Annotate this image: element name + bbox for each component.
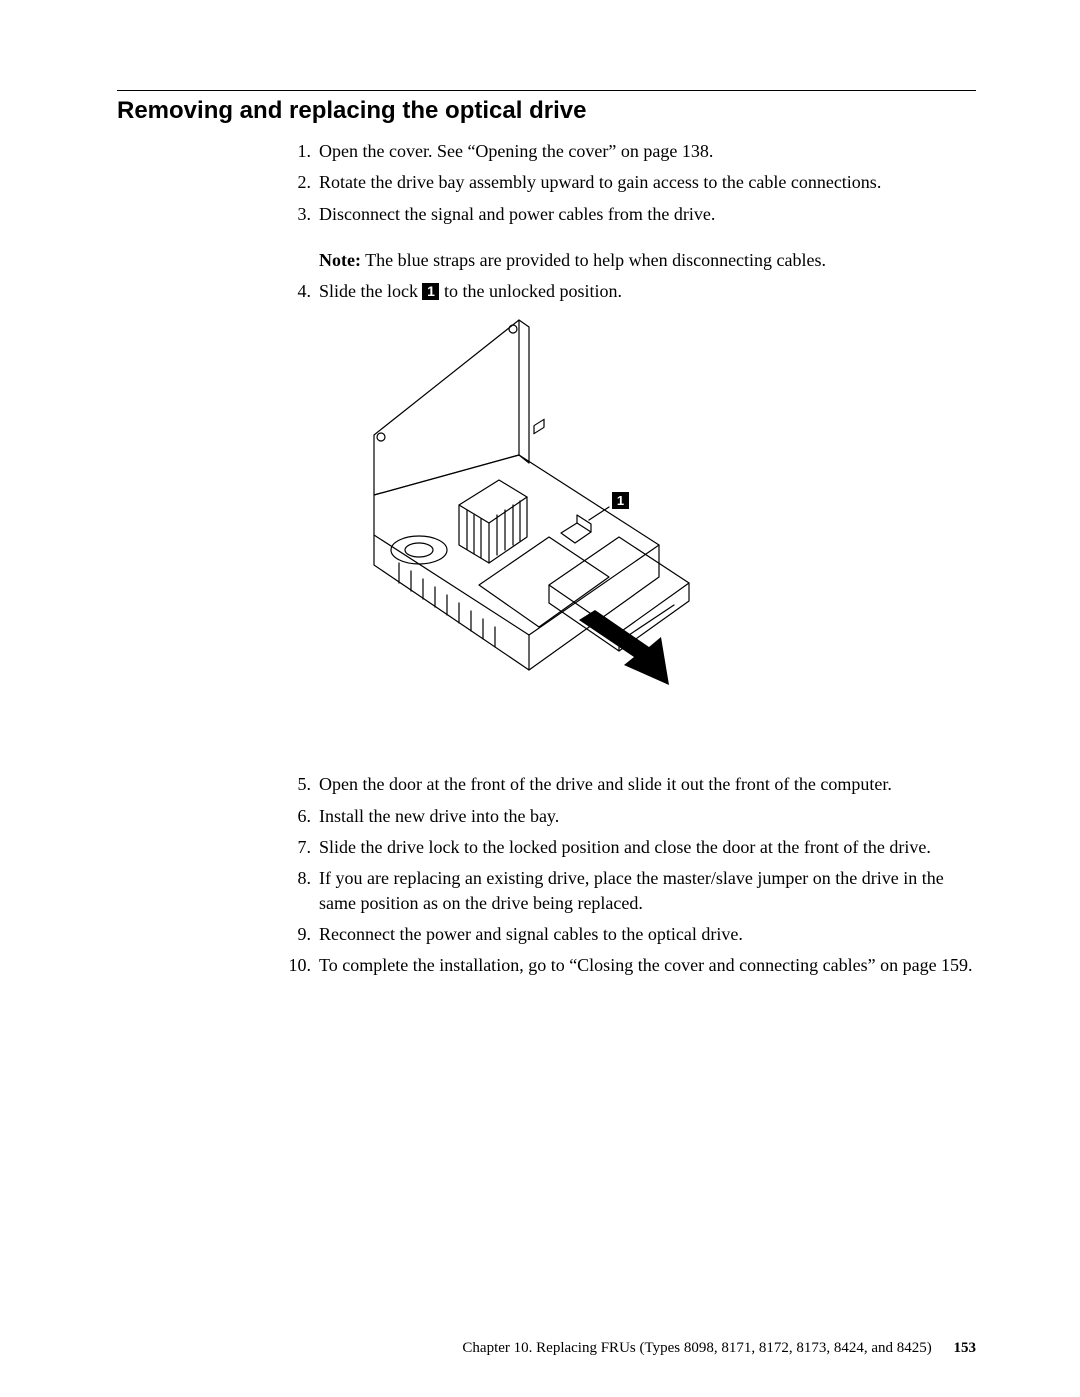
- note-label: Note:: [319, 250, 361, 270]
- step-text: Rotate the drive bay assembly upward to …: [319, 172, 881, 192]
- step-text: Install the new drive into the bay.: [319, 806, 559, 826]
- step-number: 3.: [285, 202, 311, 226]
- figure-diagram: 1: [319, 315, 976, 750]
- svg-text:1: 1: [617, 493, 624, 508]
- page-content: Removing and replacing the optical drive…: [117, 90, 976, 1337]
- step-number: 1.: [285, 139, 311, 163]
- step-item: 3. Disconnect the signal and power cable…: [285, 202, 976, 273]
- step-item: 8. If you are replacing an existing driv…: [285, 866, 976, 915]
- step-item: 10. To complete the installation, go to …: [285, 953, 976, 977]
- step-text-after: to the unlocked position.: [439, 281, 621, 301]
- step-number: 8.: [285, 866, 311, 890]
- section-heading: Removing and replacing the optical drive: [117, 97, 976, 125]
- step-text: Open the cover. See “Opening the cover” …: [319, 141, 713, 161]
- steps-before-figure: 1. Open the cover. See “Opening the cove…: [285, 139, 976, 303]
- step-item: 2. Rotate the drive bay assembly upward …: [285, 170, 976, 194]
- footer-page-number: 153: [954, 1340, 977, 1356]
- note-block: Note: The blue straps are provided to he…: [319, 248, 976, 272]
- step-text: Slide the drive lock to the locked posit…: [319, 837, 931, 857]
- callout-marker: 1: [422, 283, 439, 300]
- step-item: 9. Reconnect the power and signal cables…: [285, 922, 976, 946]
- step-item: 1. Open the cover. See “Opening the cove…: [285, 139, 976, 163]
- computer-chassis-illustration: 1: [319, 315, 714, 745]
- step-number: 6.: [285, 804, 311, 828]
- step-text: Open the door at the front of the drive …: [319, 774, 892, 794]
- step-number: 9.: [285, 922, 311, 946]
- steps-after-figure: 5. Open the door at the front of the dri…: [285, 772, 976, 977]
- figure-callout-1: 1: [612, 492, 629, 509]
- body-content: 1. Open the cover. See “Opening the cove…: [285, 139, 976, 978]
- note-text: The blue straps are provided to help whe…: [365, 250, 826, 270]
- step-text: Disconnect the signal and power cables f…: [319, 204, 715, 224]
- page-footer: Chapter 10. Replacing FRUs (Types 8098, …: [462, 1340, 976, 1357]
- step-number: 2.: [285, 170, 311, 194]
- step-text: To complete the installation, go to “Clo…: [319, 955, 973, 975]
- step-item: 4. Slide the lock 1 to the unlocked posi…: [285, 279, 976, 303]
- step-number: 7.: [285, 835, 311, 859]
- step-number: 5.: [285, 772, 311, 796]
- step-number: 10.: [285, 953, 311, 977]
- step-text: If you are replacing an existing drive, …: [319, 868, 944, 912]
- step-text: Reconnect the power and signal cables to…: [319, 924, 743, 944]
- step-number: 4.: [285, 279, 311, 303]
- step-item: 6. Install the new drive into the bay.: [285, 804, 976, 828]
- footer-chapter: Chapter 10. Replacing FRUs (Types 8098, …: [462, 1340, 931, 1356]
- step-item: 7. Slide the drive lock to the locked po…: [285, 835, 976, 859]
- step-text-before: Slide the lock: [319, 281, 422, 301]
- step-item: 5. Open the door at the front of the dri…: [285, 772, 976, 796]
- top-rule: [117, 90, 976, 91]
